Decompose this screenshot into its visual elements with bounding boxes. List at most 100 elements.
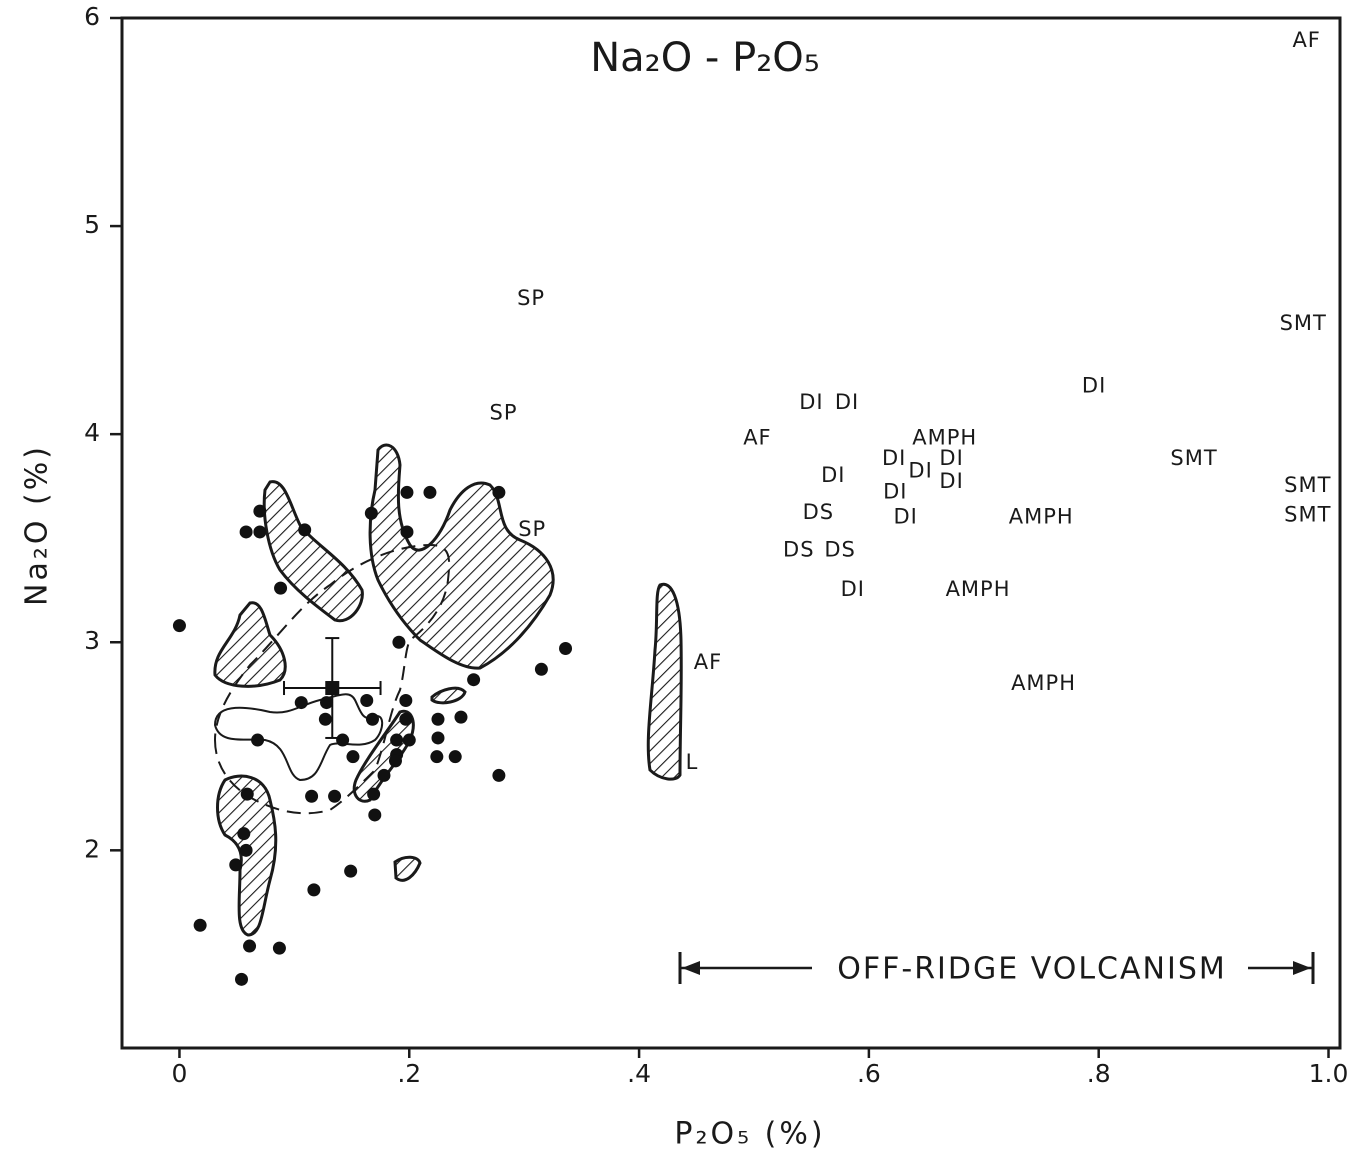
plot-frame <box>120 16 1342 1050</box>
point <box>399 694 413 708</box>
y-tick-label: 3 <box>84 626 100 655</box>
point-label: AMPH <box>946 577 1011 601</box>
point <box>294 696 308 710</box>
point <box>430 750 444 764</box>
point-label: SP <box>489 400 517 424</box>
point <box>423 485 437 499</box>
point <box>237 827 251 841</box>
point-label: SMT <box>1284 473 1331 497</box>
point <box>392 635 406 649</box>
x-tick-label: .6 <box>857 1059 881 1088</box>
point-label: SMT <box>1280 311 1327 335</box>
point <box>320 696 334 710</box>
x-tick-label: .4 <box>627 1059 651 1088</box>
field <box>262 480 364 623</box>
point <box>193 918 207 932</box>
point-label: DI <box>882 446 906 470</box>
point <box>272 941 286 955</box>
x-tick-label: .8 <box>1087 1059 1111 1088</box>
point-label: DI <box>841 577 865 601</box>
point <box>368 808 382 822</box>
y-axis-label: Na₂O (%) <box>20 444 55 606</box>
point <box>346 750 360 764</box>
y-tick-label: 6 <box>84 2 100 31</box>
point-label: AMPH <box>1009 504 1074 528</box>
point-label: DI <box>821 463 845 487</box>
point <box>240 787 254 801</box>
solid-field <box>213 693 384 782</box>
point <box>235 972 249 986</box>
point <box>454 710 468 724</box>
point-label: AF <box>743 425 771 449</box>
x-tick-label: 1.0 <box>1309 1059 1349 1088</box>
point <box>431 712 445 726</box>
point <box>172 619 186 633</box>
point <box>239 843 253 857</box>
point <box>431 731 445 745</box>
point <box>243 939 257 953</box>
point-label: AMPH <box>912 425 977 449</box>
fields <box>213 443 683 937</box>
x-tick-label: .2 <box>397 1059 421 1088</box>
point <box>239 525 253 539</box>
point-label: DI <box>893 504 917 528</box>
off-ridge-range: OFF-RIDGE VOLCANISM <box>678 950 1315 987</box>
point <box>364 506 378 520</box>
point-label: SMT <box>1284 502 1331 526</box>
point-label: DS <box>824 538 856 562</box>
field <box>646 582 683 781</box>
point <box>336 733 350 747</box>
point-label: DI <box>799 390 823 414</box>
point <box>400 525 414 539</box>
point-label: DI <box>883 479 907 503</box>
field <box>430 686 467 705</box>
point <box>365 712 379 726</box>
point-label: DI <box>908 459 932 483</box>
y-tick-label: 5 <box>84 210 100 239</box>
x-tick-label: 0 <box>171 1059 187 1088</box>
point-label: DI <box>1082 373 1106 397</box>
point <box>390 733 404 747</box>
field <box>393 855 422 882</box>
point-label: DI <box>835 390 859 414</box>
point-label: AF <box>694 650 722 674</box>
point <box>360 694 374 708</box>
point <box>328 789 342 803</box>
point-label: AMPH <box>1011 671 1076 695</box>
point <box>467 673 481 687</box>
point-label: SMT <box>1170 446 1217 470</box>
point-label: SP <box>518 517 546 541</box>
point <box>251 733 265 747</box>
point <box>377 768 391 782</box>
field <box>368 443 555 670</box>
point <box>559 641 573 655</box>
point <box>253 525 267 539</box>
point <box>492 768 506 782</box>
point <box>399 712 413 726</box>
annotation: OFF-RIDGE VOLCANISM <box>837 952 1227 987</box>
point <box>307 883 321 897</box>
point-label: AF <box>1292 28 1320 52</box>
dashed-field <box>213 543 451 815</box>
point-label: L <box>686 750 699 774</box>
point <box>229 858 243 872</box>
field <box>352 709 415 803</box>
point-label: DS <box>783 538 815 562</box>
point-label: DI <box>939 469 963 493</box>
point <box>274 581 288 595</box>
point <box>388 754 402 768</box>
point-label: DI <box>939 446 963 470</box>
point <box>400 485 414 499</box>
chart-title: Na₂O - P₂O₅ <box>590 35 820 81</box>
field <box>213 601 287 688</box>
x-axis-label: P₂O₅ (%) <box>674 1117 825 1152</box>
point <box>492 485 506 499</box>
point-label: DS <box>803 500 835 524</box>
point <box>305 789 319 803</box>
point <box>534 662 548 676</box>
point <box>367 787 381 801</box>
mean-point <box>325 681 340 696</box>
label-bg <box>812 950 1248 986</box>
point <box>253 504 267 518</box>
